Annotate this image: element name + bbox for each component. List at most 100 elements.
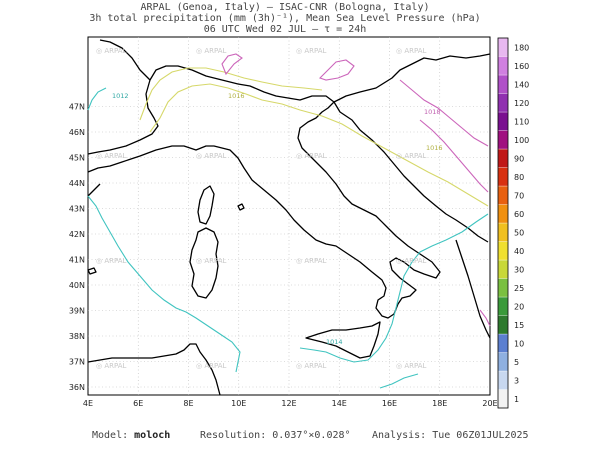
isobars xyxy=(87,53,491,389)
colorbar-label: 80 xyxy=(514,173,524,182)
colorbar-label: 25 xyxy=(514,284,524,293)
precip-colorbar xyxy=(497,37,509,409)
resolution-value: 0.037°×0.028° xyxy=(272,430,351,441)
colorbar-label: 120 xyxy=(514,99,529,108)
header-line-source: ARPAL (Genoa, Italy) — ISAC-CNR (Bologna… xyxy=(140,2,430,13)
arpal-watermark: ◎ ARPAL xyxy=(296,152,327,160)
colorbar-labels: 1 3 5 10 15 20 25 30 40 50 60 70 80 90 100 110 120 140 160… xyxy=(514,43,529,404)
alpine-border xyxy=(99,39,151,81)
colorbar-label: 90 xyxy=(514,154,524,163)
arpal-watermark: ◎ ARPAL xyxy=(196,47,227,55)
header-line-time: 06 UTC Wed 02 JUL — τ = 24h xyxy=(203,24,367,35)
isobar-1016-magenta xyxy=(221,53,489,147)
arpal-watermark: ◎ ARPAL xyxy=(296,362,327,370)
lat-tick-label: 37N xyxy=(69,358,85,367)
colorbar-segment xyxy=(497,130,509,150)
isobar-label: 1018 xyxy=(424,108,441,116)
lat-tick-label: 44N xyxy=(69,179,85,188)
colorbar-label: 10 xyxy=(514,339,524,348)
small-island xyxy=(87,267,97,275)
colorbar-label: 20 xyxy=(514,302,524,311)
colorbar-label: 50 xyxy=(514,228,524,237)
lon-tick-label: 16E xyxy=(382,399,397,408)
colorbar-segment xyxy=(497,222,509,242)
arpal-watermark: ◎ ARPAL xyxy=(196,257,227,265)
north-africa-coast xyxy=(87,343,221,396)
model-value: moloch xyxy=(134,430,171,441)
colorbar-label: 40 xyxy=(514,247,524,256)
lat-tick-label: 45N xyxy=(69,154,85,163)
isobar-1016-yellow xyxy=(149,83,489,207)
colorbar-frame xyxy=(497,37,509,409)
footer-model: Model: moloch xyxy=(92,430,170,441)
isobar-1014-cyan xyxy=(87,195,241,373)
isobar-label: 1012 xyxy=(112,92,129,100)
lat-lon-grid xyxy=(88,37,490,395)
colorbar-segment xyxy=(497,111,509,131)
analysis-label: Analysis: xyxy=(372,430,427,441)
lat-tick-label: 36N xyxy=(69,383,85,392)
colorbar-label: 180 xyxy=(514,43,529,52)
west-coast xyxy=(87,183,101,197)
colorbar-segment xyxy=(497,74,509,94)
colorbar-label: 30 xyxy=(514,265,524,274)
north-border xyxy=(333,53,491,103)
small-island xyxy=(237,203,245,211)
sardinia-coast xyxy=(189,227,219,299)
balkan-coast xyxy=(333,101,489,243)
resolution-label: Resolution: xyxy=(200,430,267,441)
latitude-labels: 36N 37N 38N 39N 40N 41N 42N 43N 44N 45N 46N 47N xyxy=(69,103,85,393)
colorbar-segment xyxy=(497,148,509,168)
colorbar-label: 60 xyxy=(514,210,524,219)
lat-tick-label: 42N xyxy=(69,230,85,239)
colorbar-label: 70 xyxy=(514,191,524,200)
colorbar-segment xyxy=(497,167,509,187)
colorbar-label: 110 xyxy=(514,117,529,126)
colorbar-segment xyxy=(497,37,509,57)
arpal-watermark: ◎ ARPAL xyxy=(296,257,327,265)
isobar-1014-magenta-se xyxy=(479,309,491,327)
arpal-watermark: ◎ ARPAL xyxy=(196,152,227,160)
colorbar-segment xyxy=(497,333,509,353)
lat-tick-label: 40N xyxy=(69,281,85,290)
lat-tick-label: 46N xyxy=(69,128,85,137)
colorbar-segment xyxy=(497,352,509,372)
arpal-watermark: ◎ ARPAL xyxy=(96,257,127,265)
colorbar-segment xyxy=(497,278,509,298)
arpal-watermark: ◎ ARPAL xyxy=(396,257,427,265)
lon-tick-label: 10E xyxy=(231,399,246,408)
lon-tick-label: 12E xyxy=(281,399,296,408)
lon-tick-label: 20E xyxy=(482,399,497,408)
isobar-label: 1016 xyxy=(426,144,443,152)
colorbar-label: 15 xyxy=(514,321,524,330)
arpal-watermark: ◎ ARPAL xyxy=(96,362,127,370)
colorbar-label: 140 xyxy=(514,80,529,89)
isobar-1012-cyan-bottom xyxy=(379,373,419,389)
isobar-1018-magenta xyxy=(419,119,489,193)
lon-tick-label: 4E xyxy=(83,399,93,408)
lon-tick-label: 8E xyxy=(183,399,193,408)
colorbar-segment xyxy=(497,93,509,113)
arpal-watermark: ◎ ARPAL xyxy=(396,152,427,160)
corsica-coast xyxy=(197,185,215,225)
colorbar-segment xyxy=(497,315,509,335)
colorbar-segment xyxy=(497,296,509,316)
lat-tick-label: 38N xyxy=(69,332,85,341)
colorbar-segment xyxy=(497,370,509,390)
arpal-watermark: ◎ ARPAL xyxy=(96,152,127,160)
lon-tick-label: 6E xyxy=(133,399,143,408)
albania-coast xyxy=(455,239,491,339)
arpal-watermark: ◎ ARPAL xyxy=(196,362,227,370)
isobar-1016-yellow-north xyxy=(139,67,323,121)
sicily-coast xyxy=(305,321,381,359)
arpal-watermark: ◎ ARPAL xyxy=(396,47,427,55)
isobar-label: 1016 xyxy=(228,92,245,100)
italy-mainland-coast xyxy=(87,65,441,319)
colorbar-label: 5 xyxy=(514,358,519,367)
lat-tick-label: 39N xyxy=(69,307,85,316)
analysis-value: Tue 06Z01JUL2025 xyxy=(432,430,529,441)
lon-tick-label: 18E xyxy=(432,399,447,408)
coastlines xyxy=(87,39,491,396)
colorbar-segment xyxy=(497,259,509,279)
